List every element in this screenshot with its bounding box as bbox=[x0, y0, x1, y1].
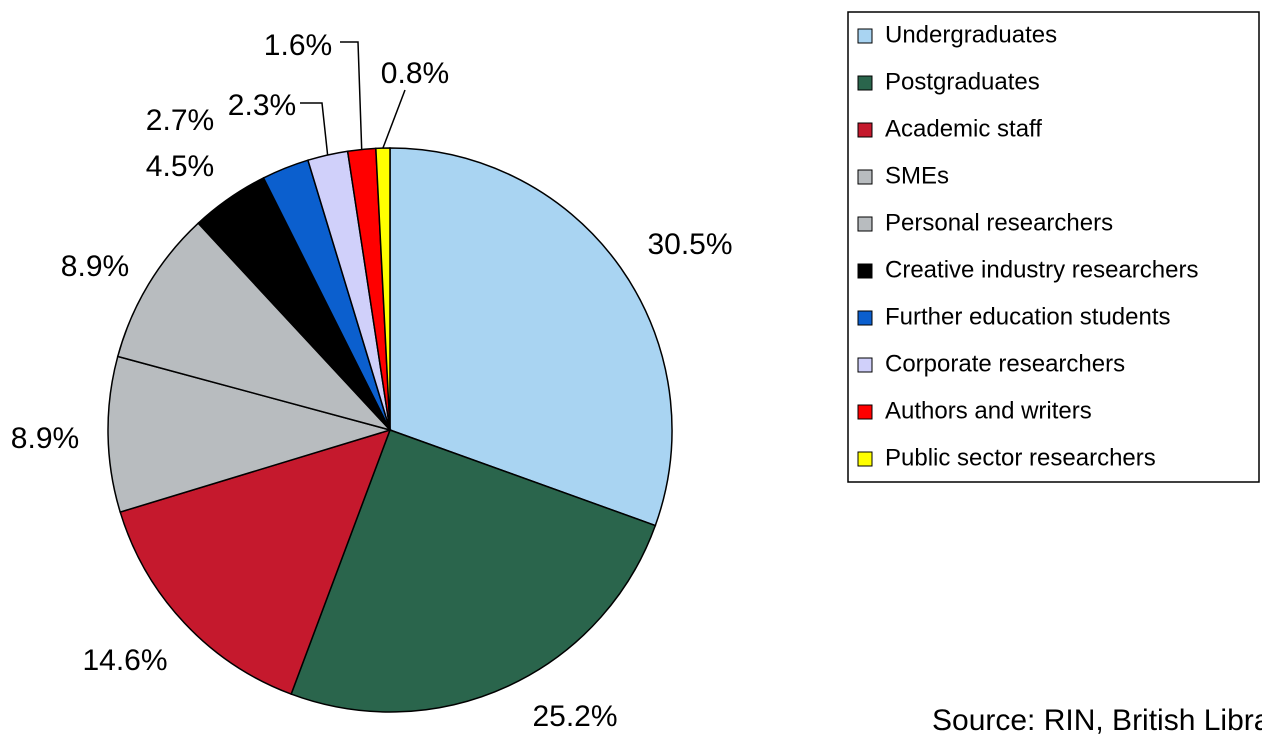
legend-swatch bbox=[857, 451, 873, 467]
leader-line bbox=[340, 41, 363, 150]
pie-slice bbox=[116, 222, 393, 432]
legend-label: Postgraduates bbox=[885, 68, 1040, 95]
legend-swatch bbox=[857, 28, 873, 44]
legend-swatch bbox=[857, 169, 873, 185]
legend-label: SMEs bbox=[885, 162, 949, 189]
leader-line bbox=[300, 102, 329, 156]
data-label: 8.9% bbox=[11, 422, 79, 455]
source-note: Source: RIN, British Library bbox=[932, 704, 1262, 735]
legend-swatch bbox=[857, 404, 873, 420]
legend-label: Authors and writers bbox=[885, 397, 1092, 424]
legend-label: Personal researchers bbox=[885, 209, 1113, 236]
legend-swatch bbox=[857, 216, 873, 232]
data-label: 4.5% bbox=[146, 150, 214, 183]
legend-label: Undergraduates bbox=[885, 21, 1057, 48]
pie-slice bbox=[119, 428, 392, 696]
legend-label: Corporate researchers bbox=[885, 350, 1125, 377]
data-label: 2.7% bbox=[146, 104, 214, 137]
legend-swatch bbox=[857, 310, 873, 326]
data-label: 30.5% bbox=[647, 228, 732, 261]
leader-line bbox=[382, 89, 406, 149]
legend-label: Academic staff bbox=[885, 115, 1042, 142]
legend-swatch bbox=[857, 75, 873, 91]
legend-swatch bbox=[857, 263, 873, 279]
legend-label: Creative industry researchers bbox=[885, 256, 1198, 283]
data-label: 14.6% bbox=[82, 644, 167, 677]
legend-swatch bbox=[857, 122, 873, 138]
pie-slice bbox=[389, 147, 673, 527]
data-label: 8.9% bbox=[61, 250, 129, 283]
legend-swatch bbox=[857, 357, 873, 373]
legend-label: Public sector researchers bbox=[885, 444, 1156, 471]
data-label: 25.2% bbox=[532, 700, 617, 733]
legend-box bbox=[847, 11, 1260, 483]
pie-slice bbox=[107, 355, 393, 514]
legend-label: Further education students bbox=[885, 303, 1171, 330]
pie-slice bbox=[290, 429, 657, 713]
data-label: 1.6% bbox=[264, 29, 332, 62]
data-label: 0.8% bbox=[381, 57, 449, 90]
data-label: 2.3% bbox=[228, 89, 296, 122]
